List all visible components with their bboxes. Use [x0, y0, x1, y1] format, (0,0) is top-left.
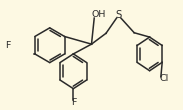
Text: Cl: Cl [160, 74, 169, 83]
Text: OH: OH [92, 10, 106, 19]
Text: S: S [115, 10, 122, 20]
Text: F: F [71, 98, 76, 107]
Text: F: F [5, 41, 11, 50]
